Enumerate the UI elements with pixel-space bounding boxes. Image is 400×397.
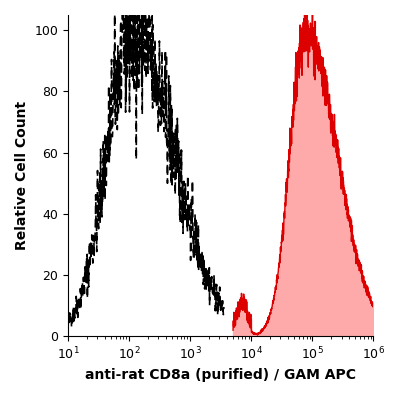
X-axis label: anti-rat CD8a (purified) / GAM APC: anti-rat CD8a (purified) / GAM APC [85,368,356,382]
Y-axis label: Relative Cell Count: Relative Cell Count [15,101,29,250]
